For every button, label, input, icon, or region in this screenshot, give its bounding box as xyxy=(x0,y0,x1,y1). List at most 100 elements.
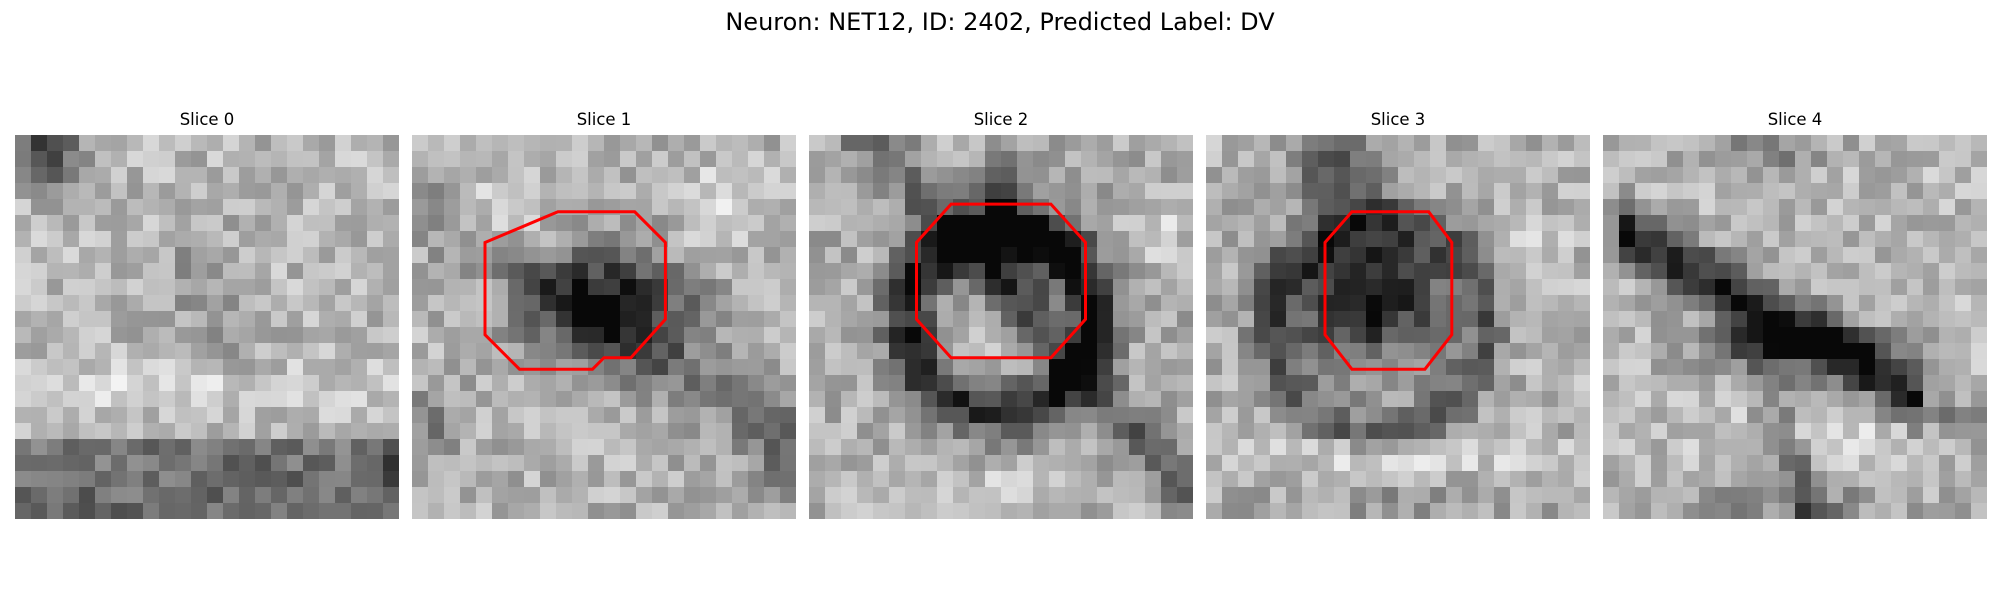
image-pixel xyxy=(1302,135,1319,152)
image-pixel xyxy=(1206,343,1223,360)
image-pixel xyxy=(1001,199,1018,216)
image-pixel xyxy=(191,215,208,232)
image-pixel xyxy=(1206,311,1223,328)
image-pixel xyxy=(1667,343,1684,360)
image-pixel xyxy=(271,183,288,200)
image-pixel xyxy=(1971,279,1987,296)
image-pixel xyxy=(889,455,906,472)
image-pixel xyxy=(636,503,653,519)
image-pixel xyxy=(732,151,749,168)
image-pixel xyxy=(889,151,906,168)
image-pixel xyxy=(1811,247,1828,264)
image-pixel xyxy=(1033,295,1050,312)
image-pixel xyxy=(1939,391,1956,408)
image-pixel xyxy=(1254,375,1271,392)
image-pixel xyxy=(223,215,240,232)
image-pixel xyxy=(239,135,256,152)
image-pixel xyxy=(668,263,685,280)
image-pixel xyxy=(652,183,669,200)
image-pixel xyxy=(444,407,461,424)
image-pixel xyxy=(303,263,320,280)
image-pixel xyxy=(1558,199,1575,216)
image-pixel xyxy=(937,407,954,424)
image-pixel xyxy=(825,343,842,360)
image-pixel xyxy=(857,327,874,344)
image-pixel xyxy=(1366,375,1383,392)
image-pixel xyxy=(1811,215,1828,232)
image-pixel xyxy=(47,423,64,440)
image-pixel xyxy=(351,423,368,440)
image-pixel xyxy=(937,327,954,344)
image-pixel xyxy=(1603,151,1620,168)
image-pixel xyxy=(1923,167,1940,184)
image-pixel xyxy=(1763,391,1780,408)
image-pixel xyxy=(255,375,272,392)
image-pixel xyxy=(1747,503,1764,519)
image-pixel xyxy=(111,423,128,440)
image-pixel xyxy=(1955,407,1972,424)
image-pixel xyxy=(636,231,653,248)
image-pixel xyxy=(1859,471,1876,488)
image-pixel xyxy=(985,471,1002,488)
image-pixel xyxy=(1478,375,1495,392)
image-pixel xyxy=(1398,407,1415,424)
image-pixel xyxy=(1129,359,1146,376)
image-pixel xyxy=(1542,151,1559,168)
image-pixel xyxy=(319,135,336,152)
image-pixel xyxy=(1478,167,1495,184)
image-pixel xyxy=(1081,375,1098,392)
image-pixel xyxy=(937,231,954,248)
image-pixel xyxy=(1763,135,1780,152)
image-pixel xyxy=(351,295,368,312)
image-pixel xyxy=(1065,455,1082,472)
image-pixel xyxy=(1366,263,1383,280)
image-pixel xyxy=(1430,135,1447,152)
image-pixel xyxy=(1446,471,1463,488)
image-pixel xyxy=(31,407,48,424)
image-pixel xyxy=(1907,423,1924,440)
image-pixel xyxy=(1635,359,1652,376)
image-pixel xyxy=(1001,247,1018,264)
image-pixel xyxy=(1779,263,1796,280)
image-pixel xyxy=(1270,455,1287,472)
image-pixel xyxy=(985,231,1002,248)
image-pixel xyxy=(1939,455,1956,472)
image-pixel xyxy=(969,135,986,152)
image-pixel xyxy=(1558,439,1575,456)
image-pixel xyxy=(1494,359,1511,376)
image-pixel xyxy=(1334,247,1351,264)
image-pixel xyxy=(1494,503,1511,519)
image-pixel xyxy=(1478,215,1495,232)
image-pixel xyxy=(716,167,733,184)
image-pixel xyxy=(287,343,304,360)
image-pixel xyxy=(1334,423,1351,440)
image-pixel xyxy=(1017,279,1034,296)
image-pixel xyxy=(1222,487,1239,504)
image-pixel xyxy=(1238,279,1255,296)
image-pixel xyxy=(1827,487,1844,504)
image-pixel xyxy=(1177,407,1193,424)
image-pixel xyxy=(873,151,890,168)
image-pixel xyxy=(1334,359,1351,376)
image-pixel xyxy=(143,215,160,232)
image-pixel xyxy=(111,455,128,472)
image-pixel xyxy=(1699,199,1716,216)
image-pixel xyxy=(1478,471,1495,488)
image-pixel xyxy=(1635,375,1652,392)
image-pixel xyxy=(1955,423,1972,440)
image-pixel xyxy=(1971,455,1987,472)
image-pixel xyxy=(1667,295,1684,312)
image-pixel xyxy=(764,407,781,424)
image-pixel xyxy=(335,391,352,408)
image-pixel xyxy=(15,167,32,184)
image-pixel xyxy=(1270,423,1287,440)
image-pixel xyxy=(1366,487,1383,504)
image-pixel xyxy=(1414,439,1431,456)
image-pixel xyxy=(460,327,477,344)
image-pixel xyxy=(1177,391,1193,408)
image-pixel xyxy=(1113,151,1130,168)
image-pixel xyxy=(1001,167,1018,184)
image-pixel xyxy=(1161,407,1178,424)
image-pixel xyxy=(1795,135,1812,152)
image-pixel xyxy=(700,279,717,296)
